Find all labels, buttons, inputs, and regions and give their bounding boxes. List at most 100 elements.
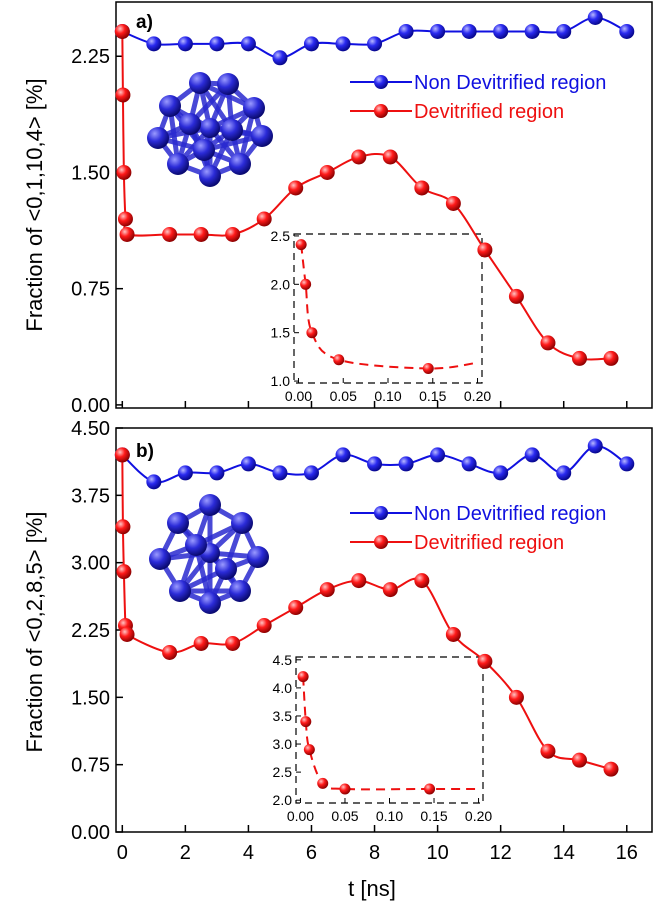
cluster-atom	[247, 546, 269, 568]
inset-y-tick-label: 2.5	[273, 764, 293, 780]
cluster-atom	[199, 592, 221, 614]
legend-marker-non-devitrified	[374, 75, 388, 89]
data-point-devitrified	[119, 626, 135, 642]
inset-x-tick-label: 0.20	[465, 808, 492, 824]
inset-data-point	[333, 354, 345, 366]
inset-data-point	[306, 327, 318, 339]
data-point-non-devitrified	[398, 23, 414, 39]
panel-a-legend: Non Devitrified region Devitrified regio…	[350, 72, 606, 123]
data-point-devitrified	[571, 752, 587, 768]
inset-y-tick-label: 4.5	[273, 652, 293, 668]
data-point-non-devitrified	[430, 447, 446, 463]
panel-a-inset: 0.00 0.05 0.10 0.15 0.20 1.0 1.5 2.0 2.5	[271, 228, 492, 404]
inset-x-tick-label: 0.15	[419, 388, 446, 404]
data-point-non-devitrified	[272, 50, 288, 66]
data-point-devitrified	[603, 761, 619, 777]
y-tick-label: 3.00	[71, 553, 110, 575]
data-point-non-devitrified	[367, 36, 383, 52]
inset-y-tick-label: 2.0	[271, 276, 291, 292]
data-point-devitrified	[119, 226, 135, 242]
data-point-devitrified	[225, 226, 241, 242]
cluster-atom	[199, 494, 221, 516]
data-point-devitrified	[115, 87, 131, 103]
data-point-devitrified	[319, 164, 335, 180]
data-point-devitrified	[414, 180, 430, 196]
y-tick-label: 0.00	[71, 822, 110, 844]
y-tick-label: 0.75	[71, 755, 110, 777]
cluster-atom	[189, 72, 211, 94]
data-point-devitrified	[414, 573, 430, 589]
panel-b: 0.00 0.75 1.50 2.25 3.00 3.75 4.50 0 2 4 6 8 10 12 14…	[22, 418, 653, 864]
panel-a-y-ticks: 0.00 0.75 1.50 2.25	[71, 46, 123, 417]
y-tick-label: 1.50	[71, 162, 110, 184]
inset-data-point	[297, 671, 309, 683]
data-point-devitrified	[288, 180, 304, 196]
inset-y-tick-label: 2.0	[273, 792, 293, 808]
data-point-devitrified	[193, 635, 209, 651]
inset-data-point	[422, 362, 434, 374]
cluster-atom	[149, 548, 171, 570]
data-point-non-devitrified	[524, 23, 540, 39]
panel-a-y-axis-label: Fraction of <0,1,10,4> [%]	[22, 78, 47, 331]
inset-y-tick-label: 1.5	[271, 325, 291, 341]
panel-a-x-ticks	[121, 401, 628, 408]
data-point-non-devitrified	[177, 465, 193, 481]
x-tick-label: 2	[180, 842, 191, 864]
cluster-atom	[200, 118, 220, 138]
inset-x-tick-label: 0.10	[376, 808, 403, 824]
panel-b-inset: 0.00 0.05 0.10 0.15 0.20 2.0 2.5 3.0 3.5 4.0 4.5	[273, 652, 493, 824]
legend-text-non-devitrified: Non Devitrified region	[414, 503, 606, 525]
data-point-non-devitrified	[177, 36, 193, 52]
inset-data-point	[317, 777, 329, 789]
inset-fit-line	[302, 676, 479, 791]
y-tick-label: 2.25	[71, 620, 110, 642]
data-point-devitrified	[477, 653, 493, 669]
data-point-devitrified	[603, 350, 619, 366]
cluster-atom	[169, 580, 191, 602]
cluster-atom	[167, 512, 189, 534]
inset-data-point	[300, 716, 312, 728]
x-tick-label: 4	[243, 842, 254, 864]
cluster-atom	[147, 127, 169, 149]
cluster-atom	[243, 97, 265, 119]
data-point-non-devitrified	[493, 23, 509, 39]
data-point-non-devitrified	[272, 465, 288, 481]
data-point-non-devitrified	[240, 456, 256, 472]
data-point-devitrified	[225, 635, 241, 651]
inset-fit-line	[300, 244, 478, 370]
panel-b-label: b)	[136, 441, 154, 462]
data-point-non-devitrified	[556, 465, 572, 481]
inset-x-tick-label: 0.20	[464, 388, 491, 404]
inset-y-tick-label: 2.5	[271, 228, 291, 244]
cluster-atom	[179, 113, 201, 135]
panel-a-label: a)	[136, 12, 153, 33]
x-tick-label: 0	[117, 842, 128, 864]
legend-text-non-devitrified: Non Devitrified region	[414, 72, 606, 94]
data-point-devitrified	[508, 689, 524, 705]
y-tick-label: 3.75	[71, 485, 110, 507]
inset-x-tick-label: 0.10	[374, 388, 401, 404]
data-point-non-devitrified	[146, 36, 162, 52]
legend-text-devitrified: Devitrified region	[414, 101, 564, 123]
y-tick-label: 1.50	[71, 687, 110, 709]
inset-x-tick-label: 0.05	[331, 808, 358, 824]
data-point-devitrified	[319, 582, 335, 598]
cluster-atom	[231, 512, 253, 534]
inset-frame	[293, 233, 483, 384]
data-point-non-devitrified	[240, 36, 256, 52]
inset-y-tick-label: 4.0	[273, 680, 293, 696]
data-point-devitrified	[114, 447, 130, 463]
panel-b-x-ticks: 0 2 4 6 8 10 12 14 16	[117, 825, 638, 864]
legend-marker-non-devitrified	[374, 506, 388, 520]
panel-b-y-ticks: 0.00 0.75 1.50 2.25 3.00 3.75 4.50	[71, 418, 123, 844]
data-point-non-devitrified	[398, 456, 414, 472]
data-point-devitrified	[382, 582, 398, 598]
data-point-non-devitrified	[303, 465, 319, 481]
cluster-atom	[221, 119, 243, 141]
data-point-non-devitrified	[556, 23, 572, 39]
y-tick-label: 4.50	[71, 418, 110, 440]
cluster-atom	[199, 165, 221, 187]
x-tick-label: 14	[553, 842, 575, 864]
data-point-devitrified	[382, 149, 398, 165]
data-point-devitrified	[351, 573, 367, 589]
